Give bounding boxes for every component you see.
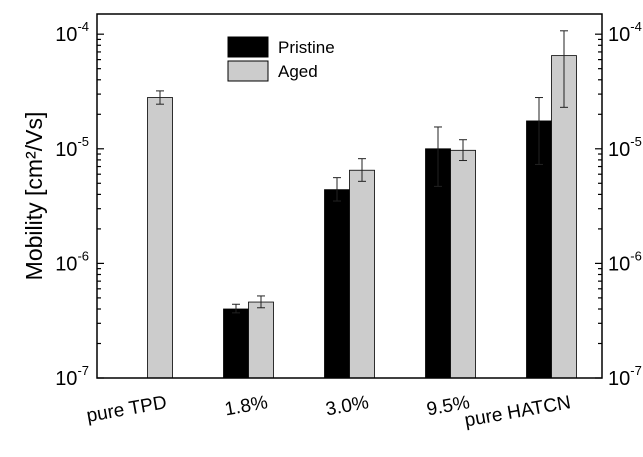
bar-aged-2 <box>349 169 375 379</box>
error-bar-aged-2 <box>358 158 366 182</box>
y-tick-base: 10 <box>55 139 77 161</box>
y-tick-base: 10 <box>608 253 630 275</box>
y-tick-exponent: -4 <box>77 19 89 34</box>
y-tick-exponent: -7 <box>630 363 642 378</box>
bar-aged-3 <box>450 149 476 379</box>
y-ticks-layer: 10-7 10-710-6 10-610-5 10-510-4 10-4 <box>55 19 642 390</box>
y-tick-label-left-3: 10-4 <box>55 19 89 46</box>
error-bar-pristine-1 <box>232 303 240 314</box>
y-tick-label-right-1: 10-6 <box>608 248 642 275</box>
y-tick-exponent: -6 <box>630 248 642 263</box>
error-bar-pristine-4 <box>535 97 543 165</box>
legend-swatch-pristine <box>227 36 269 58</box>
legend-label-aged: Aged <box>278 62 318 81</box>
legend: Pristine Aged <box>227 36 335 82</box>
y-tick-base: 10 <box>608 368 630 390</box>
bar-aged-1 <box>248 301 274 379</box>
error-bar-pristine-2 <box>333 177 341 202</box>
plot-frame <box>96 13 603 379</box>
y-tick-label-left-1: 10-6 <box>55 248 89 275</box>
y-tick-label-right-3: 10-4 <box>608 19 642 46</box>
y-tick-exponent: -4 <box>630 19 642 34</box>
legend-swatch-aged <box>227 60 269 82</box>
y-tick-exponent: -5 <box>630 134 642 149</box>
y-tick-base: 10 <box>608 24 630 46</box>
y-tick-label-right-0: 10-7 <box>608 363 642 390</box>
error-bar-aged-0 <box>156 90 164 105</box>
x-category-label-0: pure TPD <box>85 392 168 427</box>
bar-pristine-3 <box>425 148 451 379</box>
y-tick-base: 10 <box>55 368 77 390</box>
y-tick-label-left-2: 10-5 <box>55 134 89 161</box>
error-bars-layer <box>156 30 568 314</box>
y-tick-exponent: -7 <box>77 363 89 378</box>
y-tick-label-left-0: 10-7 <box>55 363 89 390</box>
bars-layer <box>147 55 577 379</box>
error-bar-aged-3 <box>459 139 467 162</box>
error-bar-aged-1 <box>257 295 265 309</box>
category-labels-layer: pure TPD 1.8% 3.0% 9.5%pure HATCN <box>85 392 572 431</box>
x-category-label-4: pure HATCN <box>463 392 572 431</box>
error-bar-pristine-3 <box>434 126 442 187</box>
y-tick-exponent: -5 <box>77 134 89 149</box>
bar-pristine-2 <box>324 189 350 379</box>
legend-label-pristine: Pristine <box>278 38 335 57</box>
error-bar-aged-4 <box>560 30 568 108</box>
bar-pristine-1 <box>223 308 249 379</box>
x-category-label-1: 1.8% <box>223 392 269 420</box>
x-category-label-2: 3.0% <box>324 392 370 420</box>
bar-aged-0 <box>147 97 173 379</box>
y-tick-base: 10 <box>608 139 630 161</box>
y-tick-exponent: -6 <box>77 248 89 263</box>
y-tick-base: 10 <box>55 24 77 46</box>
y-axis-title: Mobility [cm²/Vs] <box>21 112 47 281</box>
y-tick-base: 10 <box>55 253 77 275</box>
y-tick-label-right-2: 10-5 <box>608 134 642 161</box>
